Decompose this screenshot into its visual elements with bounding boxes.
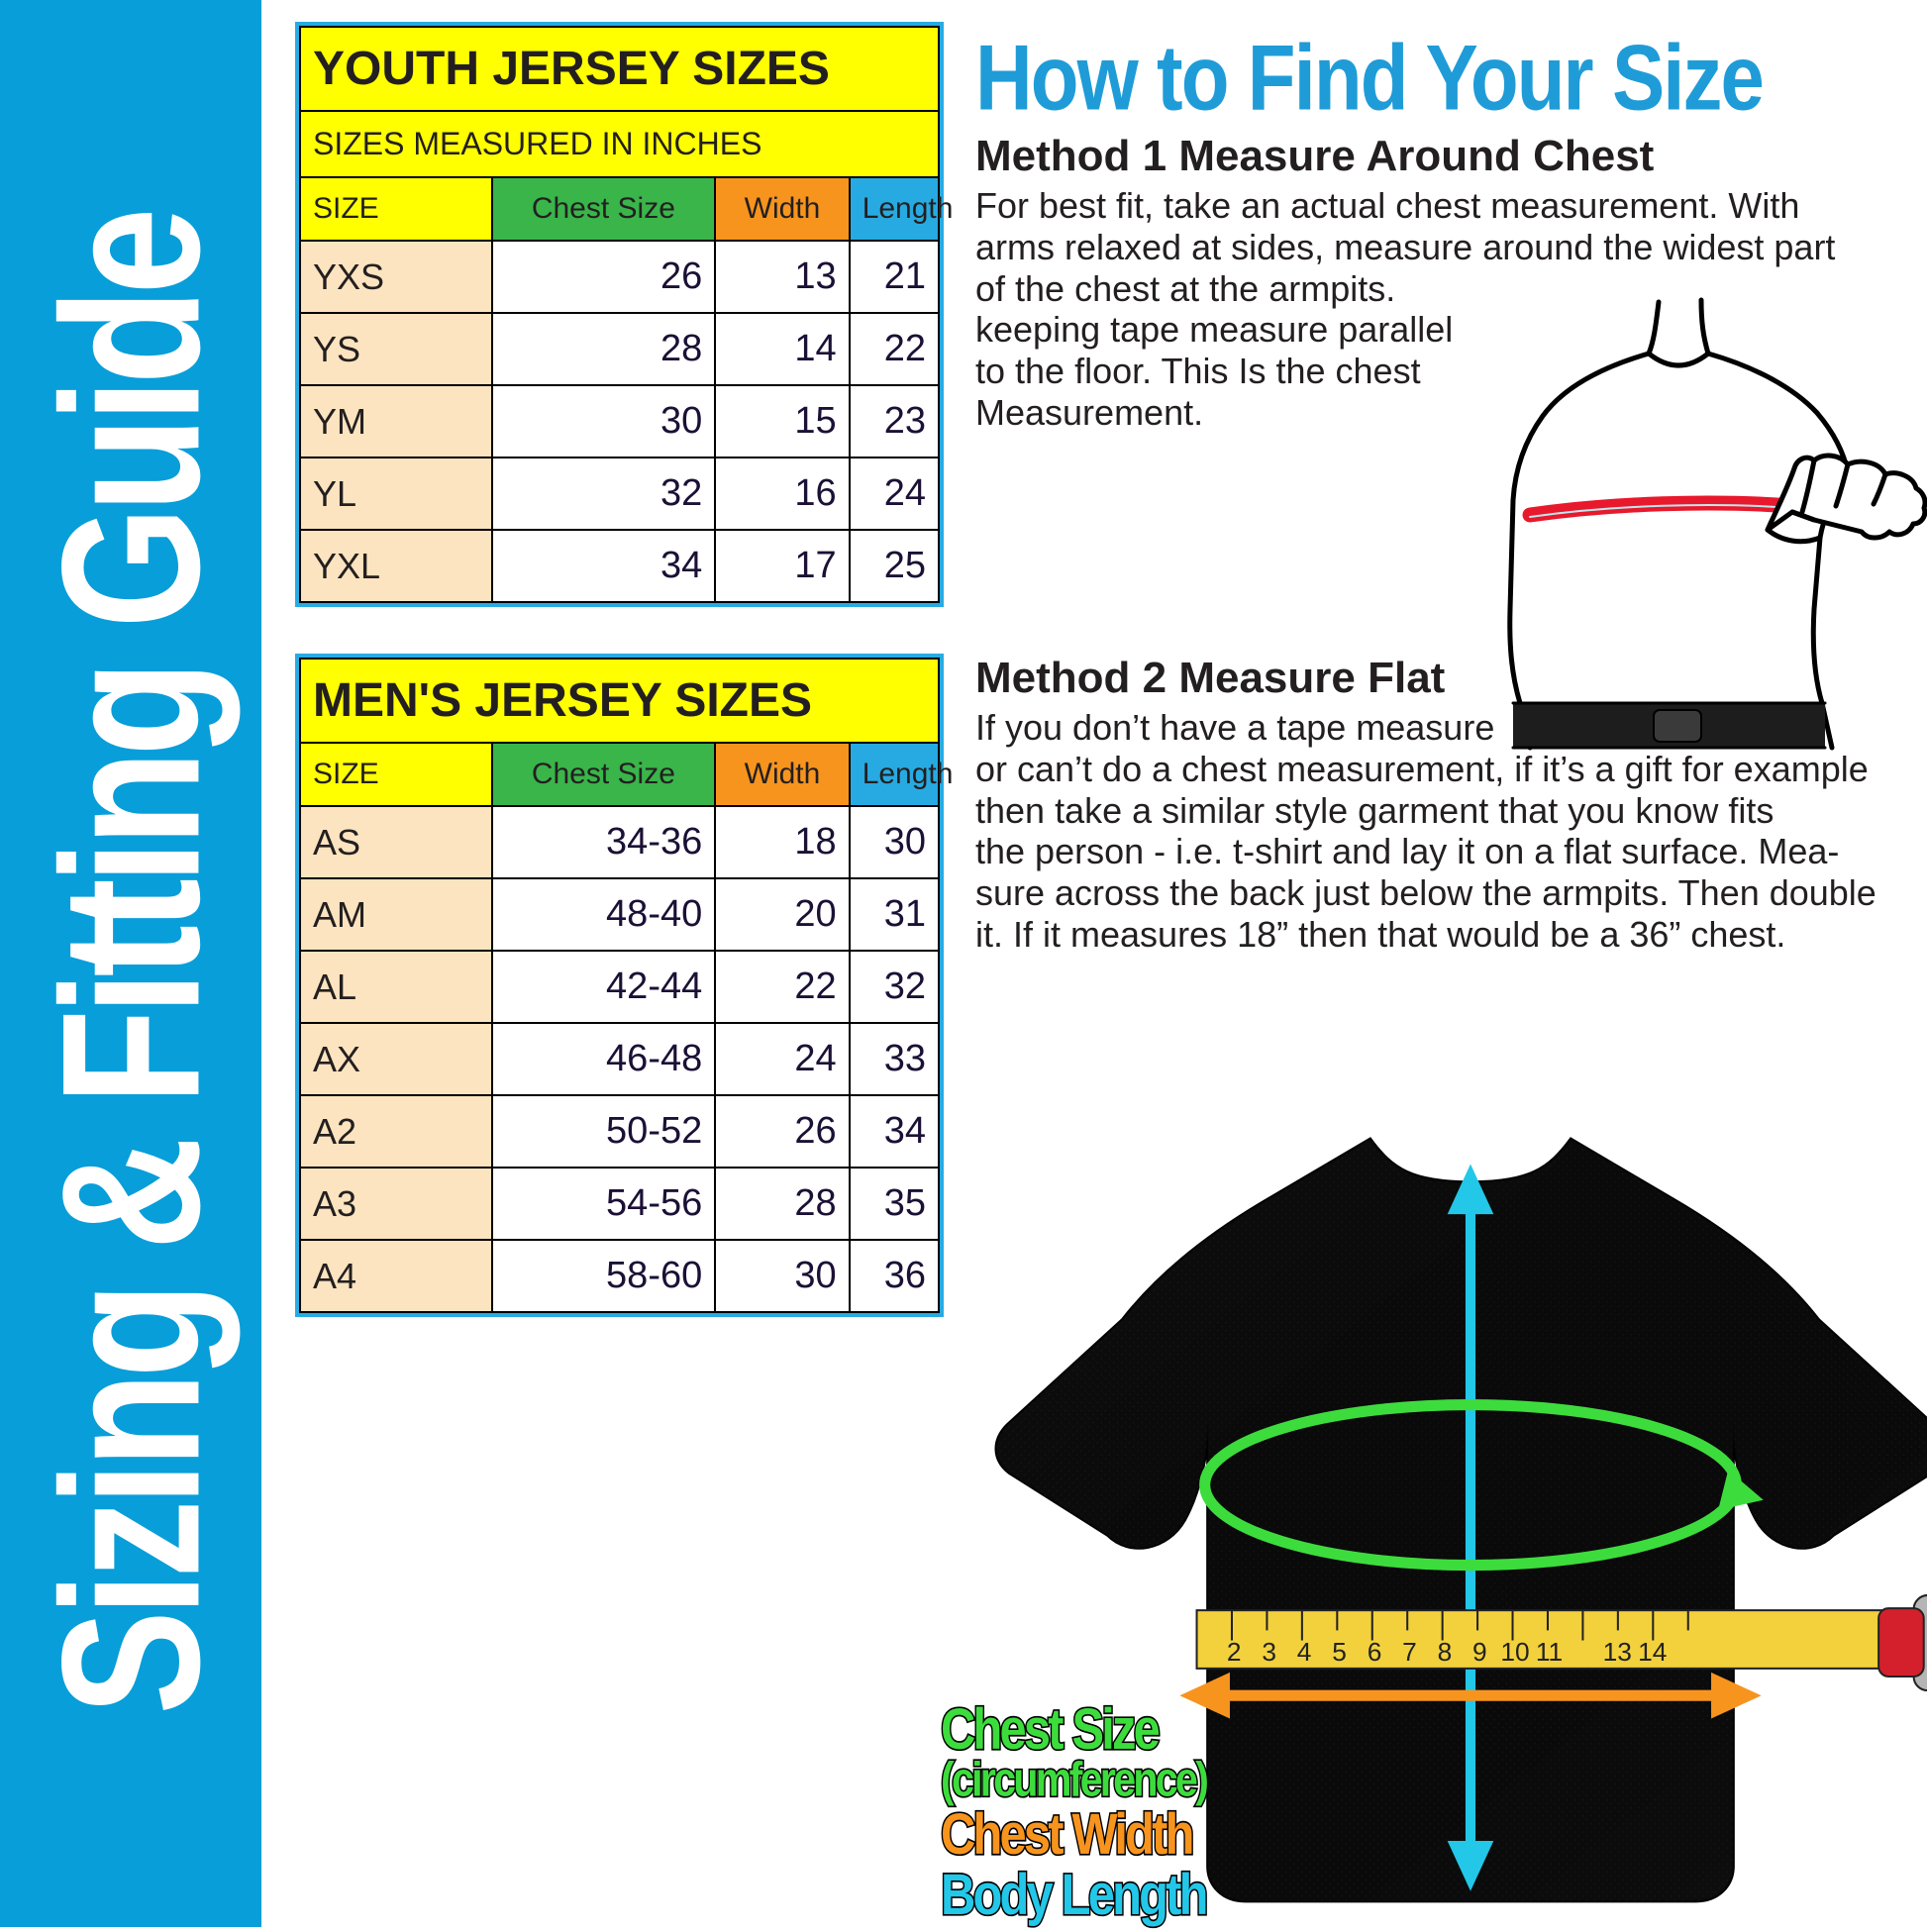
svg-text:9: 9 xyxy=(1472,1637,1487,1667)
svg-text:11: 11 xyxy=(1536,1637,1563,1667)
svg-text:2: 2 xyxy=(1227,1637,1242,1667)
svg-text:8: 8 xyxy=(1438,1637,1453,1667)
svg-text:3: 3 xyxy=(1262,1637,1276,1667)
svg-text:6: 6 xyxy=(1368,1637,1382,1667)
svg-text:14: 14 xyxy=(1638,1637,1667,1667)
svg-text:13: 13 xyxy=(1603,1637,1632,1667)
svg-text:7: 7 xyxy=(1402,1637,1417,1667)
svg-text:5: 5 xyxy=(1332,1637,1347,1667)
svg-text:4: 4 xyxy=(1297,1637,1312,1667)
svg-text:10: 10 xyxy=(1500,1637,1529,1667)
